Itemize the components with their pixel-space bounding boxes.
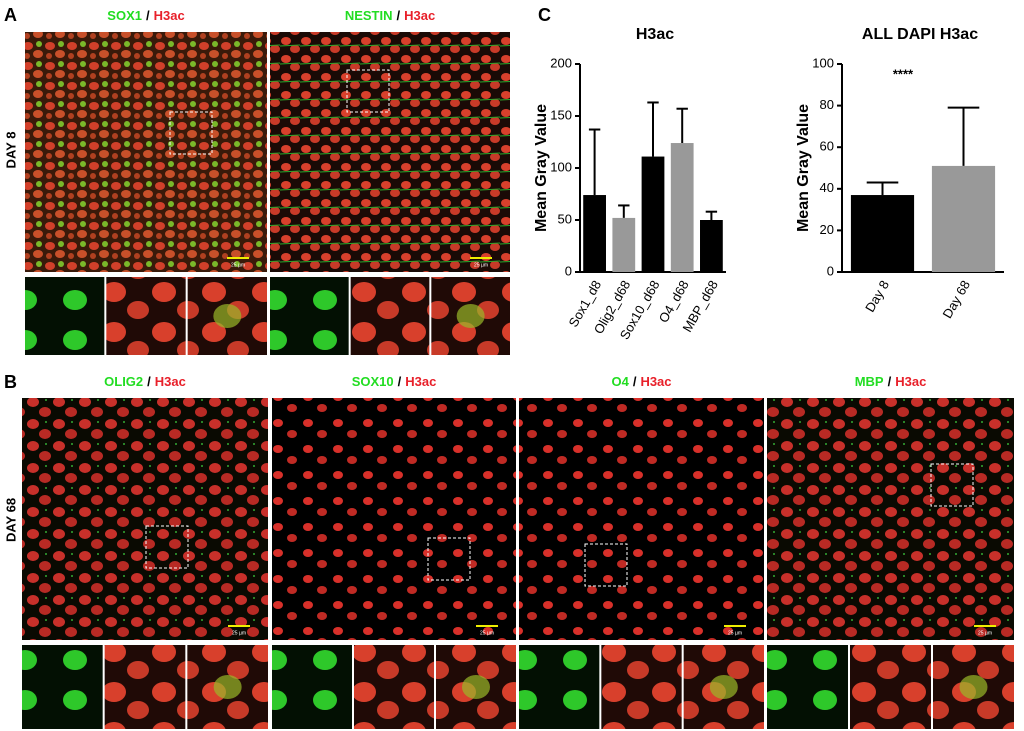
inset xyxy=(270,277,349,355)
title-part: SOX1 xyxy=(107,8,142,23)
scale-bar-label: 25 µm xyxy=(728,630,742,636)
panel-label: A xyxy=(4,5,17,25)
y-tick-label: 100 xyxy=(812,55,834,70)
title-part: / xyxy=(398,374,402,389)
zoom-box xyxy=(145,525,189,569)
inset xyxy=(104,645,186,729)
y-tick-label: 150 xyxy=(550,107,572,122)
title-part: / xyxy=(888,374,892,389)
x-tick-label: Day 8 xyxy=(862,278,892,315)
inset xyxy=(22,645,103,729)
inset xyxy=(106,277,186,355)
title-part: H3ac xyxy=(155,374,186,389)
y-tick-label: 0 xyxy=(827,263,834,278)
title-part: MBP xyxy=(855,374,884,389)
title-part: NESTIN xyxy=(345,8,393,23)
scale-bar-label: 25 µm xyxy=(480,630,494,636)
y-tick-label: 80 xyxy=(820,97,834,112)
overlay xyxy=(709,675,738,699)
title-part: SOX10 xyxy=(352,374,394,389)
overlay xyxy=(213,304,242,328)
micrograph xyxy=(272,398,516,640)
title-part: H3ac xyxy=(640,374,671,389)
overlay xyxy=(959,675,988,699)
title-part: / xyxy=(633,374,637,389)
micrograph xyxy=(270,32,510,272)
x-tick-label: Day 68 xyxy=(939,278,973,321)
overlay xyxy=(456,304,485,328)
panel-label: C xyxy=(538,5,551,25)
scale-bar-label: 25 µm xyxy=(232,630,246,636)
title-part: / xyxy=(146,8,150,23)
inset xyxy=(601,645,682,729)
inset xyxy=(354,645,434,729)
bar xyxy=(583,195,606,272)
image-title: SOX1 / H3ac xyxy=(107,8,184,23)
micrograph xyxy=(25,32,267,272)
bar xyxy=(850,195,915,272)
title-part: H3ac xyxy=(895,374,926,389)
y-tick-label: 0 xyxy=(565,263,572,278)
inset xyxy=(519,645,600,729)
inset xyxy=(272,645,352,729)
y-tick-label: 50 xyxy=(558,211,572,226)
panel-label: B xyxy=(4,372,17,392)
y-axis-label: Mean Gray Value xyxy=(795,104,812,232)
title-part: H3ac xyxy=(154,8,185,23)
micrograph xyxy=(519,398,764,640)
inset xyxy=(850,645,931,729)
zoom-box xyxy=(930,463,974,507)
overlay xyxy=(462,675,490,699)
micrograph xyxy=(22,398,268,640)
bar xyxy=(700,220,723,272)
row-label: DAY 68 xyxy=(3,498,18,542)
scale-bar-label: 25 µm xyxy=(474,262,488,268)
chart-title: ALL DAPI H3ac xyxy=(862,26,978,43)
bar xyxy=(612,217,636,272)
title-part: / xyxy=(396,8,400,23)
image-title: NESTIN / H3ac xyxy=(345,8,435,23)
micrograph xyxy=(767,398,1014,640)
scale-bar-label: 25 µm xyxy=(231,262,245,268)
image-title: SOX10 /H3ac xyxy=(352,374,437,389)
zoom-box xyxy=(584,543,628,587)
title-part: H3ac xyxy=(405,374,436,389)
y-tick-label: 100 xyxy=(550,159,572,174)
chart-title: H3ac xyxy=(636,26,674,43)
image-title: O4 /H3ac xyxy=(611,374,671,389)
inset xyxy=(25,277,105,355)
zoom-box xyxy=(346,69,390,113)
title-part: / xyxy=(147,374,151,389)
scale-bar-label: 25 µm xyxy=(978,630,992,636)
bar xyxy=(641,156,665,272)
y-tick-label: 60 xyxy=(820,139,834,154)
y-tick-label: 20 xyxy=(820,222,834,237)
inset xyxy=(350,277,430,355)
overlay xyxy=(213,675,242,699)
y-axis-label: Mean Gray Value xyxy=(533,104,550,232)
y-tick-label: 40 xyxy=(820,180,834,195)
significance: **** xyxy=(893,66,914,81)
image-title: MBP / H3ac xyxy=(855,374,927,389)
image-title: OLIG2 / H3ac xyxy=(104,374,186,389)
inset xyxy=(767,645,848,729)
zoom-box xyxy=(427,537,471,581)
title-part: H3ac xyxy=(404,8,435,23)
title-part: O4 xyxy=(611,374,629,389)
bar xyxy=(670,143,694,272)
row-label: DAY 8 xyxy=(3,132,18,169)
zoom-box xyxy=(169,111,213,155)
y-tick-label: 200 xyxy=(550,55,572,70)
title-part: OLIG2 xyxy=(104,374,143,389)
bar xyxy=(931,165,996,272)
